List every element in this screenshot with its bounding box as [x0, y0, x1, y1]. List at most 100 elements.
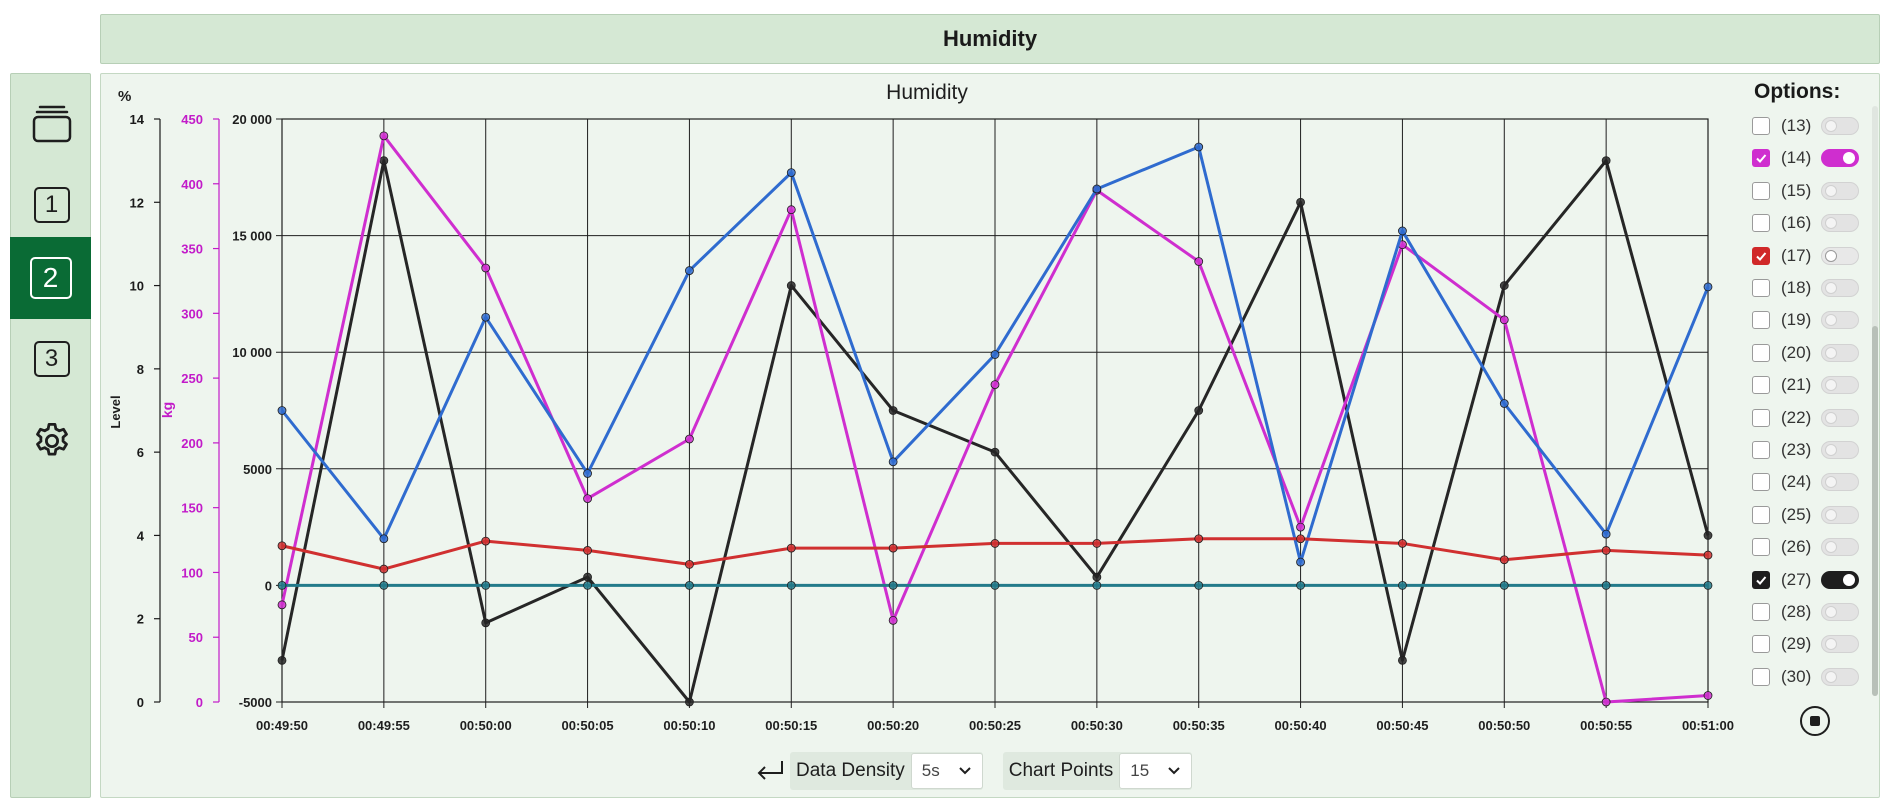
data-point[interactable] — [1499, 581, 1509, 590]
data-point[interactable] — [990, 447, 1000, 457]
data-point[interactable] — [481, 312, 491, 322]
option-toggle[interactable] — [1821, 538, 1859, 557]
option-checkbox[interactable] — [1752, 311, 1770, 330]
option-toggle[interactable] — [1821, 570, 1859, 589]
sidebar-item-settings[interactable] — [11, 400, 92, 482]
data-point[interactable] — [1398, 539, 1407, 548]
data-point[interactable] — [481, 263, 491, 273]
data-point[interactable] — [1194, 581, 1204, 590]
data-point[interactable] — [1092, 184, 1102, 194]
data-point[interactable] — [379, 564, 389, 574]
data-point[interactable] — [1398, 226, 1407, 236]
data-point[interactable] — [888, 543, 898, 553]
data-point[interactable] — [888, 457, 898, 467]
data-point[interactable] — [1092, 572, 1102, 582]
data-point[interactable] — [1703, 282, 1713, 292]
stop-button[interactable] — [1800, 706, 1830, 736]
data-point[interactable] — [685, 581, 694, 590]
data-point[interactable] — [481, 618, 491, 628]
data-point[interactable] — [1296, 581, 1305, 590]
option-toggle[interactable] — [1821, 441, 1859, 459]
option-checkbox[interactable] — [1752, 343, 1770, 362]
data-point[interactable] — [990, 350, 1000, 359]
option-checkbox[interactable] — [1752, 149, 1770, 168]
data-point[interactable] — [1296, 557, 1305, 567]
data-point[interactable] — [990, 539, 1000, 548]
sidebar-item-layers[interactable] — [11, 84, 92, 166]
data-point[interactable] — [685, 560, 694, 569]
data-point[interactable] — [277, 541, 287, 551]
option-toggle[interactable] — [1821, 376, 1859, 395]
data-point[interactable] — [786, 543, 796, 553]
data-point[interactable] — [277, 581, 287, 590]
data-point[interactable] — [1499, 281, 1509, 290]
sidebar-item-3[interactable]: 3 — [11, 318, 92, 400]
data-point[interactable] — [583, 494, 592, 503]
chart-points-select[interactable]: 15 — [1119, 753, 1193, 789]
data-point[interactable] — [685, 434, 694, 444]
data-point[interactable] — [786, 281, 796, 290]
data-point[interactable] — [277, 655, 287, 665]
data-point[interactable] — [1703, 581, 1713, 590]
option-toggle[interactable] — [1821, 667, 1859, 686]
data-point[interactable] — [1092, 539, 1102, 548]
data-point[interactable] — [1499, 399, 1509, 408]
data-point[interactable] — [1601, 529, 1611, 539]
data-point[interactable] — [379, 131, 389, 141]
data-point[interactable] — [786, 205, 796, 215]
option-checkbox[interactable] — [1752, 117, 1770, 135]
data-point[interactable] — [1398, 655, 1407, 665]
data-point[interactable] — [1296, 197, 1305, 207]
option-toggle[interactable] — [1821, 214, 1859, 233]
data-point[interactable] — [1499, 315, 1509, 325]
data-point[interactable] — [583, 469, 592, 478]
option-checkbox[interactable] — [1752, 441, 1770, 459]
data-point[interactable] — [481, 536, 491, 546]
option-toggle[interactable] — [1821, 505, 1859, 524]
data-point[interactable] — [1601, 697, 1611, 707]
data-point[interactable] — [685, 697, 694, 707]
option-checkbox[interactable] — [1752, 181, 1770, 200]
option-checkbox[interactable] — [1752, 538, 1770, 557]
data-density-select[interactable]: 5s — [910, 753, 983, 789]
data-point[interactable] — [1703, 691, 1713, 700]
data-point[interactable] — [583, 546, 592, 555]
option-checkbox[interactable] — [1752, 279, 1770, 297]
scrollbar-thumb[interactable] — [1872, 326, 1878, 696]
options-scrollbar[interactable] — [1872, 106, 1878, 696]
sidebar-item-1[interactable]: 1 — [11, 164, 92, 246]
option-checkbox[interactable] — [1752, 376, 1770, 395]
data-point[interactable] — [1601, 156, 1611, 166]
option-toggle[interactable] — [1821, 117, 1859, 135]
data-point[interactable] — [1296, 534, 1305, 544]
option-toggle[interactable] — [1821, 181, 1859, 200]
data-point[interactable] — [990, 380, 1000, 389]
data-point[interactable] — [786, 581, 796, 590]
option-toggle[interactable] — [1821, 279, 1859, 297]
option-toggle[interactable] — [1821, 311, 1859, 330]
data-point[interactable] — [1601, 546, 1611, 555]
option-checkbox[interactable] — [1752, 408, 1770, 427]
data-point[interactable] — [379, 581, 389, 590]
option-checkbox[interactable] — [1752, 667, 1770, 686]
data-point[interactable] — [990, 581, 1000, 590]
data-point[interactable] — [583, 572, 592, 582]
data-point[interactable] — [888, 406, 898, 415]
option-checkbox[interactable] — [1752, 603, 1770, 621]
option-toggle[interactable] — [1821, 408, 1859, 427]
data-point[interactable] — [1703, 531, 1713, 540]
data-point[interactable] — [1194, 142, 1204, 152]
sidebar-item-2[interactable]: 2 — [10, 237, 91, 319]
data-point[interactable] — [1601, 581, 1611, 590]
data-point[interactable] — [277, 406, 287, 415]
data-point[interactable] — [888, 581, 898, 590]
data-point[interactable] — [786, 168, 796, 178]
option-toggle[interactable] — [1821, 473, 1859, 492]
data-point[interactable] — [1398, 581, 1407, 590]
option-checkbox[interactable] — [1752, 505, 1770, 524]
data-point[interactable] — [685, 266, 694, 275]
option-checkbox[interactable] — [1752, 246, 1770, 265]
option-checkbox[interactable] — [1752, 570, 1770, 589]
data-point[interactable] — [1092, 581, 1102, 590]
data-point[interactable] — [1194, 257, 1204, 266]
